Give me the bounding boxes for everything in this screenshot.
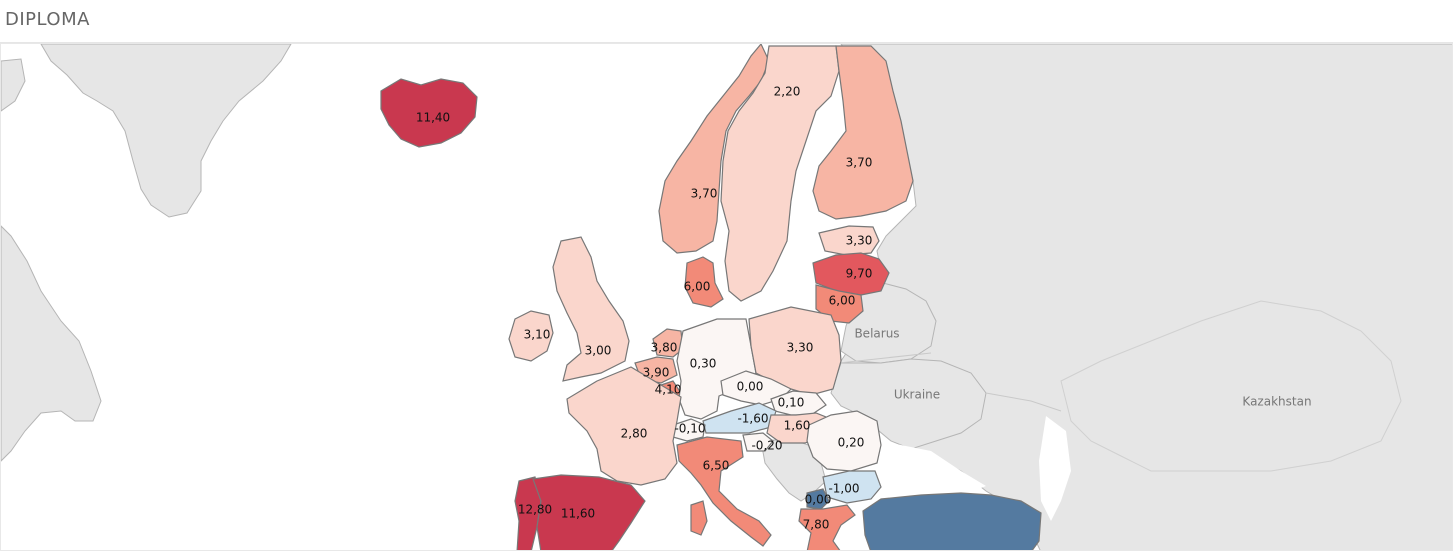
country-sweden[interactable] [720,45,840,302]
value-label-hungary: 1,60 [784,419,811,433]
kazakhstan-border [1060,300,1402,472]
country-latvia[interactable] [812,252,890,296]
value-label-north-macedonia: 0,00 [805,493,832,507]
value-label-netherlands: 3,80 [651,341,678,355]
country-iceland[interactable] [380,78,478,148]
belarus-shape [840,282,937,364]
country-estonia[interactable] [818,225,880,256]
country-france[interactable] [566,366,682,486]
map-canvas[interactable]: 11,40 2,20 3,70 3,70 3,30 9,70 6,00 6,00… [1,44,1453,551]
value-label-iceland: 11,40 [416,111,450,125]
value-label-latvia: 9,70 [846,267,873,281]
country-bulgaria[interactable] [822,470,882,504]
value-label-romania: 0,20 [838,436,865,450]
country-ireland[interactable] [508,310,554,362]
value-label-switzerland: -0,10 [674,422,705,436]
dashboard-header: DIPLOMA [0,0,1453,43]
country-united-kingdom[interactable] [552,236,630,382]
caspian-sea-shape [1039,416,1071,521]
greenland-shape [40,44,292,218]
background-land [1,44,1452,550]
value-label-portugal: 12,80 [518,503,552,517]
country-germany[interactable] [676,318,757,420]
value-label-germany: 0,30 [690,357,717,371]
country-spain[interactable] [532,474,646,551]
country-denmark[interactable] [684,256,724,308]
place-label-kazakhstan: Kazakhstan [1242,395,1311,409]
country-italy-sardinia[interactable] [690,500,708,536]
value-label-poland: 3,30 [787,341,814,355]
place-labels: Belarus Ukraine Kazakhstan [854,327,1311,409]
value-label-ireland: 3,10 [524,328,551,342]
value-label-denmark: 6,00 [684,280,711,294]
place-label-ukraine: Ukraine [894,388,940,402]
gulf-of-bothnia-shape [787,96,846,241]
country-finland[interactable] [812,45,914,220]
value-label-lithuania: 6,00 [829,294,856,308]
country-turkey[interactable] [862,492,1042,551]
place-label-belarus: Belarus [854,327,899,341]
north-america-edge-shape [1,58,26,112]
country-norway[interactable] [658,44,770,254]
country-north-macedonia[interactable] [806,488,830,510]
value-label-bulgaria: -1,00 [828,482,859,496]
value-label-italy: 6,50 [703,459,730,473]
country-lithuania[interactable] [815,284,864,324]
value-label-sweden: 2,20 [774,85,801,99]
value-label-czechia: 0,00 [737,380,764,394]
value-label-greece: 7,80 [803,518,830,532]
value-label-spain: 11,60 [561,507,595,521]
country-slovenia[interactable] [742,432,774,452]
value-label-norway: 3,70 [691,187,718,201]
value-label-slovenia: -0,20 [751,439,782,453]
value-label-finland: 3,70 [846,156,873,170]
country-poland[interactable] [748,306,842,396]
country-greece[interactable] [798,504,856,551]
value-label-austria: -1,60 [737,412,768,426]
value-label-slovakia: 0,10 [778,396,805,410]
dashboard-title: DIPLOMA [5,9,90,30]
value-label-estonia: 3,30 [846,234,873,248]
choropleth-map[interactable]: 11,40 2,20 3,70 3,70 3,30 9,70 6,00 6,00… [0,43,1453,551]
north-america-labrador-shape [1,225,102,462]
value-label-france: 2,80 [621,427,648,441]
country-romania[interactable] [806,410,882,472]
value-label-united-kingdom: 3,00 [585,344,612,358]
value-labels: 11,40 2,20 3,70 3,70 3,30 9,70 6,00 6,00… [416,85,873,532]
black-sea-shape [871,441,986,499]
country-slovakia[interactable] [770,390,827,416]
data-countries[interactable] [380,44,1042,551]
border-line [838,352,932,364]
border-line [985,392,1062,412]
ukraine-shape [830,358,987,450]
country-italy[interactable] [676,436,772,547]
value-label-luxembourg: 4,10 [655,383,682,397]
value-label-belgium: 3,90 [643,366,670,380]
